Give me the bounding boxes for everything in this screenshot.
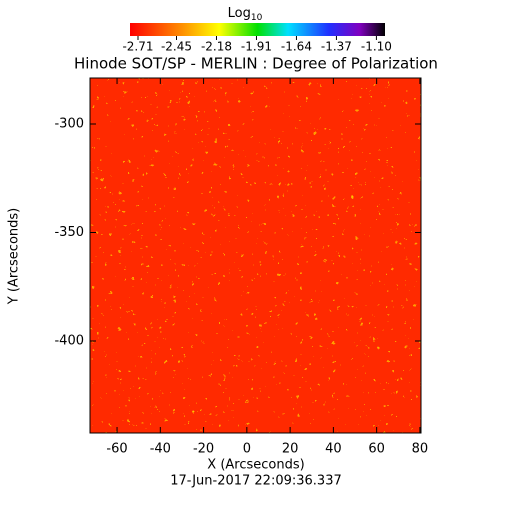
colorbar [130,23,385,36]
x-tick-label: -20 [193,442,214,457]
x-tick-label: 0 [243,442,251,457]
plot-frame [89,77,422,434]
colorbar-tick-label: -1.91 [241,40,272,54]
image-texture [90,78,421,433]
x-tick-label: 20 [282,442,299,457]
x-tick-label: -40 [150,442,171,457]
y-tick-label: -400 [54,333,84,348]
colorbar-tick-label: -1.10 [361,40,392,54]
x-axis-label: X (Arcseconds) [207,458,304,473]
y-tick-label: -300 [54,117,84,132]
colorbar-tick-label: -2.45 [161,40,192,54]
colorbar-tick-label: -1.37 [321,40,352,54]
colorbar-tick-label: -1.64 [281,40,312,54]
colorbar-tick-label: -2.71 [122,40,153,54]
footer: 17-Jun-2017 22:09:36.337 [170,474,342,489]
y-tick-label: -350 [54,225,84,240]
y-axis-label: Y (Arcseconds) [7,208,22,305]
x-tick-label: 80 [412,442,429,457]
image [90,78,421,433]
x-tick-label: 60 [368,442,385,457]
colorbar-label: Log10 [228,6,263,23]
colorbar-tick-label: -2.18 [201,40,232,54]
x-tick-label: 40 [325,442,342,457]
chart-title: Hinode SOT/SP - MERLIN : Degree of Polar… [74,55,438,73]
x-tick-label: -60 [106,442,127,457]
